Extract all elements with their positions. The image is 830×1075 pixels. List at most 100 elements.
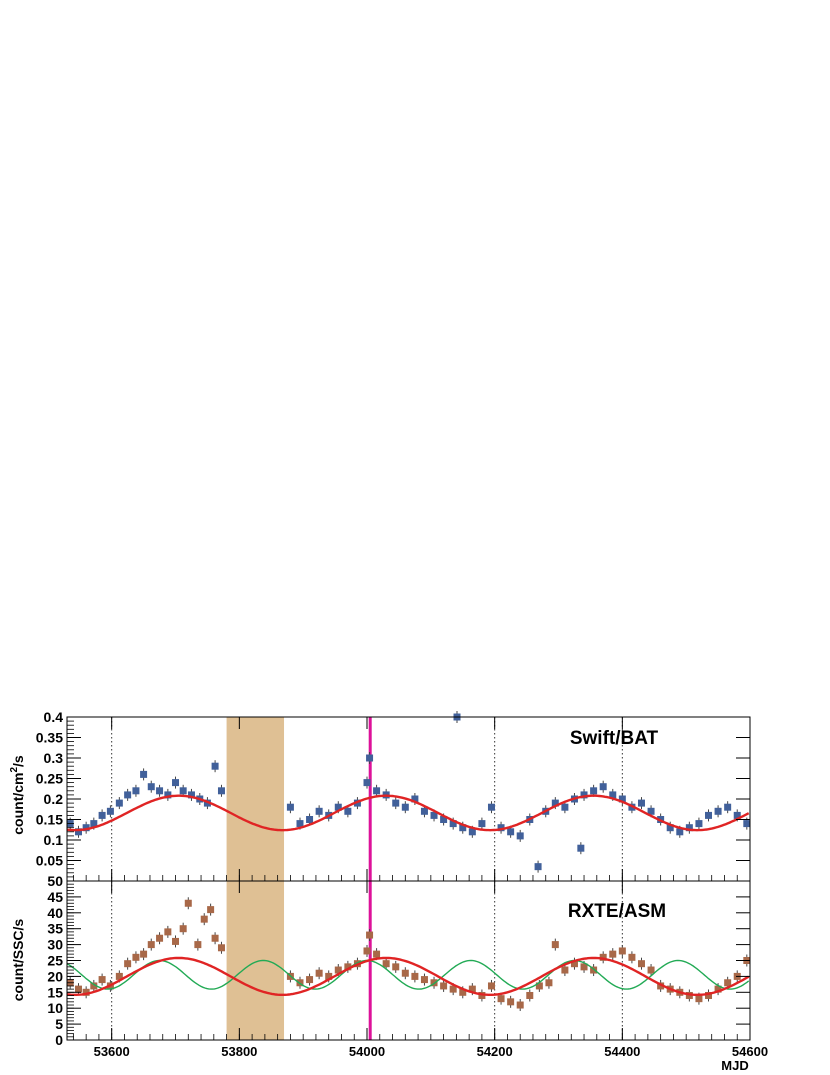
data-point [382, 960, 390, 968]
data-point [401, 803, 409, 811]
dotted-reference-lines [111, 881, 623, 1040]
data-point [187, 791, 195, 799]
data-point [211, 762, 219, 770]
data-point [401, 969, 409, 977]
y-axis-label: count/cm2/s [9, 755, 26, 835]
y-tick-label: 0.35 [36, 730, 63, 746]
data-point [487, 803, 495, 811]
data-point [164, 928, 172, 936]
data-point [551, 941, 559, 949]
data-point [468, 985, 476, 993]
y-tick-label: 15 [47, 984, 63, 1000]
data-point [714, 807, 722, 815]
data-point [599, 783, 607, 791]
data-point [599, 953, 607, 961]
data-point [90, 820, 98, 828]
data-point [124, 960, 132, 968]
fit-curve-primary [66, 794, 750, 832]
data-point [82, 824, 90, 832]
data-point [705, 811, 713, 819]
data-point [147, 783, 155, 791]
data-point [411, 972, 419, 980]
fit-curves [66, 956, 750, 996]
data-point [392, 963, 400, 971]
data-point [535, 982, 543, 990]
data-point [561, 966, 569, 974]
data-point [124, 791, 132, 799]
x-axis-label: MJD [721, 1058, 748, 1073]
data-point [286, 803, 294, 811]
x-tick-label: 54600 [732, 1044, 768, 1059]
y-tick-label: 0 [55, 1032, 63, 1048]
data-point [366, 931, 374, 939]
swift-bat-panel: 0.05 0.1 0.15 0.2 0.25 0.3 0.35 0.4 Swift/BAT c… [9, 709, 751, 882]
data-point [609, 950, 617, 958]
y-tick-label: 0.15 [36, 812, 63, 828]
data-point [132, 953, 140, 961]
data-point [618, 795, 626, 803]
x-tick-label: 54000 [349, 1044, 385, 1059]
data-point [74, 828, 82, 836]
shaded-band [226, 881, 285, 1040]
data-point [200, 915, 208, 923]
data-point [487, 982, 495, 990]
data-point [590, 787, 598, 795]
data-point [115, 972, 123, 980]
data-point [373, 950, 381, 958]
data-point [628, 953, 636, 961]
fit-curve-secondary [66, 959, 750, 990]
data-point [430, 811, 438, 819]
y-tick-label: 35 [47, 921, 63, 937]
data-point [618, 947, 626, 955]
data-point [695, 820, 703, 828]
y-tick-label: 0.1 [44, 832, 64, 848]
data-point [132, 787, 140, 795]
x-axis-ticks: 53600 53800 54000 54200 54400 54600 [72, 881, 768, 1059]
data-point [637, 799, 645, 807]
y-axis-label: count/SSC/s [10, 919, 26, 1002]
data-point [561, 803, 569, 811]
data-point [743, 820, 751, 828]
y-tick-label: 40 [47, 905, 63, 921]
data-point [705, 991, 713, 999]
data-point [516, 832, 524, 840]
y-tick-label: 0.3 [44, 750, 64, 766]
y-tick-label: 30 [47, 937, 63, 953]
data-point [637, 960, 645, 968]
panel-annotation: RXTE/ASM [568, 901, 666, 922]
fit-curves [66, 794, 750, 832]
data-point [82, 988, 90, 996]
shaded-band-rect [226, 717, 285, 881]
data-point [140, 950, 148, 958]
panel-annotation: Swift/BAT [570, 728, 659, 749]
y-tick-label: 5 [55, 1016, 63, 1032]
data-point [194, 941, 202, 949]
data-point [685, 824, 693, 832]
data-point [315, 807, 323, 815]
data-point [551, 799, 559, 807]
data-point [497, 995, 505, 1003]
data-point [156, 787, 164, 795]
y-axis-ticks: 0.05 0.1 0.15 0.2 0.25 0.3 0.35 0.4 [36, 709, 750, 882]
shaded-band-rect [226, 881, 285, 1040]
data-point [545, 979, 553, 987]
data-point [306, 976, 314, 984]
data-point [526, 991, 534, 999]
data-point [459, 988, 467, 996]
data-point [315, 969, 323, 977]
data-point [115, 799, 123, 807]
data-point [179, 925, 187, 933]
data-point [478, 820, 486, 828]
data-point [647, 966, 655, 974]
y-tick-label: 0.2 [44, 791, 64, 807]
data-point [449, 820, 457, 828]
data-point [724, 803, 732, 811]
data-point [609, 791, 617, 799]
data-point [207, 906, 215, 914]
data-point [459, 824, 467, 832]
data-point [580, 963, 588, 971]
data-point [647, 807, 655, 815]
data-point [724, 979, 732, 987]
